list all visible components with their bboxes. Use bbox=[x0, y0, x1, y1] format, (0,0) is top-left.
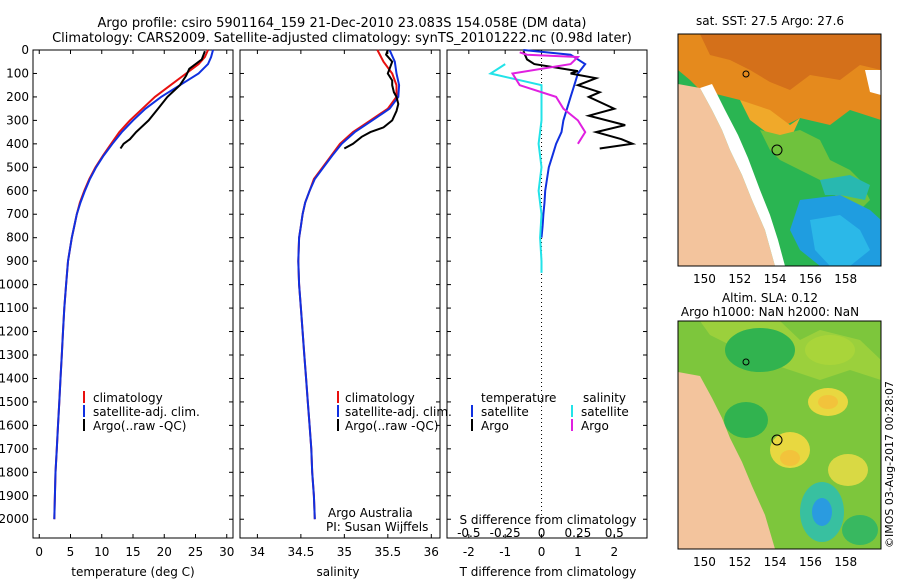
x-tick-label: 25 bbox=[188, 545, 203, 559]
s-difference-axis-label: S difference from climatology bbox=[460, 513, 637, 527]
argo-float-marker bbox=[771, 144, 783, 156]
x-top-tick-label: -0.5 bbox=[457, 526, 480, 540]
y-tick-label: 600 bbox=[6, 184, 29, 198]
argo-australia-label: Argo Australia bbox=[328, 506, 413, 520]
y-tick-label: 0 bbox=[21, 43, 29, 57]
legend-label-argo: Argo(..raw -QC) bbox=[93, 419, 186, 433]
legend-title-temperature: temperature bbox=[481, 391, 556, 405]
y-tick-label: 100 bbox=[6, 66, 29, 80]
temperature-legend: climatology satellite-adj. clim. Argo(..… bbox=[83, 391, 200, 433]
series-line-argo-raw-qc- bbox=[343, 49, 400, 150]
y-tick-label: 1000 bbox=[0, 278, 29, 292]
x-tick-label: 34.5 bbox=[288, 545, 315, 559]
header-line-1: Argo profile: csiro 5901164_159 21-Dec-2… bbox=[98, 16, 587, 31]
series-line-temperature-satellite bbox=[523, 49, 587, 238]
x-tick-label: 35.5 bbox=[374, 545, 401, 559]
header-line-2: Climatology: CARS2009. Satellite-adjuste… bbox=[52, 31, 632, 46]
map-x-tick-label: 152 bbox=[728, 555, 751, 569]
pi-name-label: PI: Susan Wijffels bbox=[326, 520, 428, 534]
sla-map bbox=[678, 321, 881, 549]
sst-map bbox=[678, 34, 881, 266]
map-x-tick-label: 150 bbox=[693, 555, 716, 569]
series-line-argo-raw-qc- bbox=[119, 50, 206, 150]
argo-float-marker bbox=[771, 434, 783, 446]
salinity-plot-frame bbox=[239, 49, 441, 539]
y-tick-label: 1800 bbox=[0, 465, 29, 479]
sla-map-frame bbox=[677, 320, 882, 550]
legend-label-temp-argo: Argo bbox=[481, 419, 509, 433]
legend-label-sal-argo: Argo bbox=[581, 419, 609, 433]
x-tick-label: 0 bbox=[35, 545, 43, 559]
map-x-tick-label: 156 bbox=[799, 272, 822, 286]
difference-plot-frame bbox=[446, 49, 648, 539]
temperature-axis-label: temperature (deg C) bbox=[71, 565, 194, 579]
y-tick-label: 1100 bbox=[0, 301, 29, 315]
x-tick-label: 20 bbox=[157, 545, 172, 559]
legend-label-satellite: satellite-adj. clim. bbox=[93, 405, 200, 419]
x-tick-label: -2 bbox=[463, 545, 475, 559]
legend-title-salinity: salinity bbox=[583, 391, 626, 405]
x-tick-label: 35 bbox=[337, 545, 352, 559]
series-line-satellite-adj-clim- bbox=[297, 49, 401, 520]
argo-height-title: Argo h1000: NaN h2000: NaN bbox=[681, 305, 859, 319]
map-x-tick-label: 150 bbox=[693, 272, 716, 286]
y-tick-label: 1400 bbox=[0, 371, 29, 385]
x-top-tick-label: -0.25 bbox=[490, 526, 521, 540]
x-top-tick-label: 0.25 bbox=[565, 526, 592, 540]
map-x-tick-label: 158 bbox=[834, 272, 857, 286]
y-tick-label: 1500 bbox=[0, 395, 29, 409]
x-tick-label: 15 bbox=[125, 545, 140, 559]
y-tick-label: 1700 bbox=[0, 442, 29, 456]
x-tick-label: 30 bbox=[219, 545, 234, 559]
x-tick-label: 10 bbox=[94, 545, 109, 559]
x-tick-label: 34 bbox=[250, 545, 265, 559]
x-tick-label: 2 bbox=[610, 545, 618, 559]
legend-label-argo: Argo(..raw -QC) bbox=[345, 419, 438, 433]
map-x-tick-label: 154 bbox=[764, 555, 787, 569]
legend-label-temp-satellite: satellite bbox=[481, 405, 529, 419]
y-tick-label: 2000 bbox=[0, 512, 29, 526]
copyright-footer: ©IMOS 03-Aug-2017 00:28:07 bbox=[883, 381, 896, 548]
map-x-tick-label: 156 bbox=[799, 555, 822, 569]
sst-map-title: sat. SST: 27.5 Argo: 27.6 bbox=[696, 14, 844, 28]
t-difference-axis-label: T difference from climatology bbox=[459, 565, 637, 579]
legend-label-satellite: satellite-adj. clim. bbox=[345, 405, 452, 419]
series-line-salinity-argo bbox=[510, 51, 587, 145]
y-tick-label: 800 bbox=[6, 231, 29, 245]
salinity-legend: climatology satellite-adj. clim. Argo(..… bbox=[326, 391, 452, 534]
y-tick-label: 300 bbox=[6, 113, 29, 127]
sla-map-title: Altim. SLA: 0.12 bbox=[722, 291, 818, 305]
y-tick-label: 500 bbox=[6, 160, 29, 174]
y-tick-label: 1600 bbox=[0, 418, 29, 432]
x-tick-label: 1 bbox=[574, 545, 582, 559]
x-tick-label: 36 bbox=[424, 545, 439, 559]
x-top-tick-label: 0.5 bbox=[605, 526, 624, 540]
legend-label-climatology: climatology bbox=[93, 391, 163, 405]
x-tick-label: -1 bbox=[499, 545, 511, 559]
x-tick-label: 0 bbox=[538, 545, 546, 559]
series-line-temperature-argo bbox=[522, 50, 637, 150]
map-x-tick-label: 158 bbox=[834, 555, 857, 569]
sst-map-frame bbox=[677, 33, 882, 267]
y-tick-label: 400 bbox=[6, 137, 29, 151]
series-line-salinity-satellite bbox=[488, 63, 543, 273]
map-x-tick-label: 154 bbox=[764, 272, 787, 286]
y-tick-label: 1200 bbox=[0, 325, 29, 339]
legend-label-sal-satellite: satellite bbox=[581, 405, 629, 419]
y-tick-label: 700 bbox=[6, 207, 29, 221]
series-line-satellite-adj-clim- bbox=[53, 49, 214, 520]
y-tick-label: 900 bbox=[6, 254, 29, 268]
difference-legend: temperature salinity satellite Argo sate… bbox=[460, 391, 637, 527]
legend-label-climatology: climatology bbox=[345, 391, 415, 405]
y-tick-label: 1300 bbox=[0, 348, 29, 362]
x-top-tick-label: 0 bbox=[538, 526, 546, 540]
temperature-plot-frame bbox=[32, 49, 234, 539]
x-tick-label: 5 bbox=[67, 545, 75, 559]
salinity-axis-label: salinity bbox=[316, 565, 359, 579]
y-tick-label: 200 bbox=[6, 90, 29, 104]
y-tick-label: 1900 bbox=[0, 489, 29, 503]
map-x-tick-label: 152 bbox=[728, 272, 751, 286]
